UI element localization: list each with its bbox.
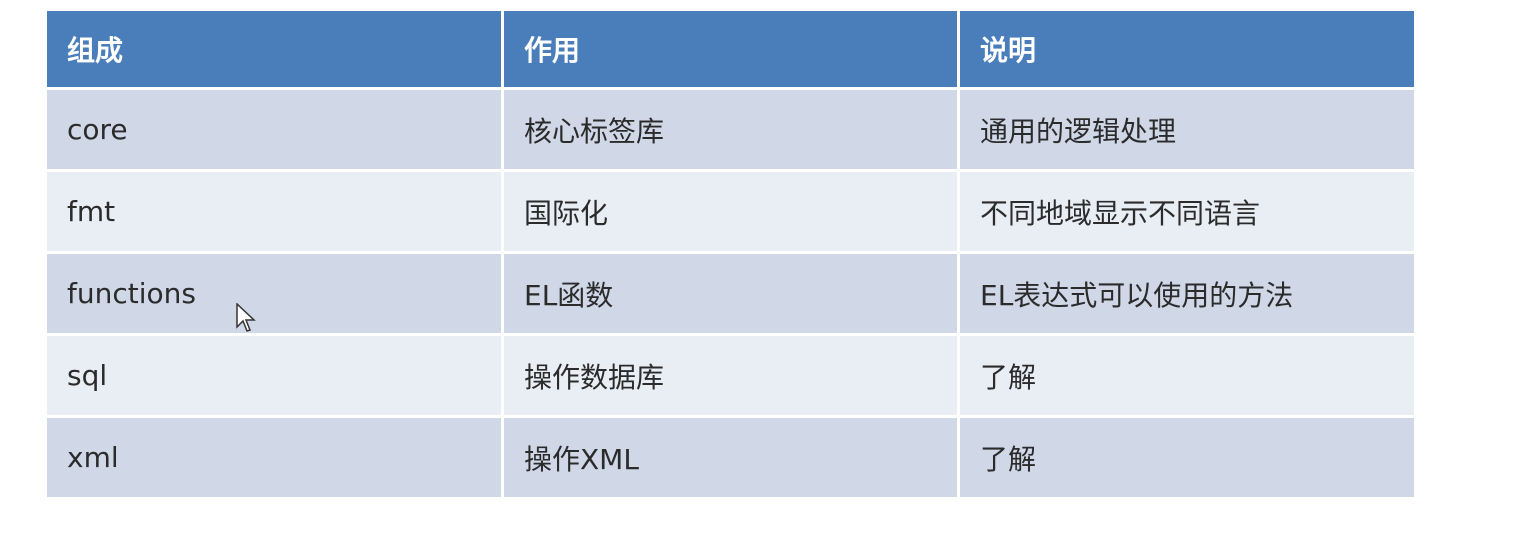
jstl-components-table: 组成 作用 说明 core 核心标签库 通用的逻辑处理 fmt 国际化 不同地域显示不同… bbox=[44, 8, 1417, 500]
cell: EL表达式可以使用的方法 bbox=[960, 254, 1414, 333]
cell: core bbox=[47, 90, 501, 169]
cell: fmt bbox=[47, 172, 501, 251]
cell: 操作数据库 bbox=[504, 336, 957, 415]
header-cell: 说明 bbox=[960, 11, 1414, 87]
cell: EL函数 bbox=[504, 254, 957, 333]
header-cell: 组成 bbox=[47, 11, 501, 87]
table-row: core 核心标签库 通用的逻辑处理 bbox=[47, 90, 1414, 169]
mouse-cursor-icon bbox=[236, 303, 256, 332]
cell: 通用的逻辑处理 bbox=[960, 90, 1414, 169]
table-row: sql 操作数据库 了解 bbox=[47, 336, 1414, 415]
header-cell: 作用 bbox=[504, 11, 957, 87]
cell: 不同地域显示不同语言 bbox=[960, 172, 1414, 251]
cell: 了解 bbox=[960, 418, 1414, 497]
table-row: fmt 国际化 不同地域显示不同语言 bbox=[47, 172, 1414, 251]
cell: 核心标签库 bbox=[504, 90, 957, 169]
cell: sql bbox=[47, 336, 501, 415]
cell: 了解 bbox=[960, 336, 1414, 415]
cell: xml bbox=[47, 418, 501, 497]
table-row: functions EL函数 EL表达式可以使用的方法 bbox=[47, 254, 1414, 333]
table-row: xml 操作XML 了解 bbox=[47, 418, 1414, 497]
cell: functions bbox=[47, 254, 501, 333]
cell: 国际化 bbox=[504, 172, 957, 251]
table-header-row: 组成 作用 说明 bbox=[47, 11, 1414, 87]
cell: 操作XML bbox=[504, 418, 957, 497]
